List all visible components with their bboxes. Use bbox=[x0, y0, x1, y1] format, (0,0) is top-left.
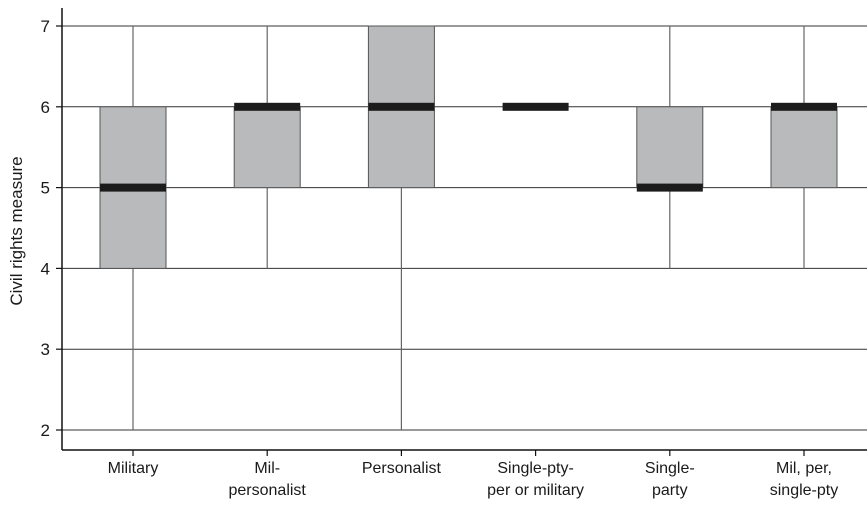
x-category-label: party bbox=[652, 482, 688, 499]
x-category-label: Mil- bbox=[254, 460, 280, 477]
y-tick-label: 5 bbox=[41, 179, 50, 198]
x-category-label: single-pty bbox=[770, 482, 838, 499]
y-tick-label: 4 bbox=[41, 259, 50, 278]
grid-lines bbox=[62, 25, 867, 431]
whiskers bbox=[132, 26, 805, 430]
median-bar bbox=[368, 102, 435, 111]
x-category-label: personalist bbox=[229, 482, 307, 499]
y-tick-labels: 2 3 4 5 6 7 bbox=[41, 17, 50, 440]
x-category-labels: Military Mil-personalist Personalist Single… bbox=[108, 460, 839, 499]
x-category-label: Single-pty- bbox=[497, 460, 573, 477]
y-tick-label: 3 bbox=[41, 340, 50, 359]
x-category-label: per or military bbox=[487, 482, 584, 499]
median-bar bbox=[771, 102, 837, 111]
x-category-label: Mil, per, bbox=[776, 460, 832, 477]
boxes bbox=[99, 25, 838, 269]
median-bar bbox=[100, 183, 166, 192]
median-bar bbox=[234, 102, 301, 111]
y-tick-label: 2 bbox=[41, 421, 50, 440]
y-tick-label: 6 bbox=[41, 98, 50, 117]
box-iqr bbox=[233, 106, 301, 189]
y-axis-title: Civil rights measure bbox=[7, 156, 26, 305]
axes bbox=[56, 8, 867, 456]
box-iqr bbox=[770, 106, 838, 189]
median-bar bbox=[502, 102, 569, 111]
box-iqr bbox=[636, 106, 704, 189]
median-bar bbox=[636, 183, 703, 192]
x-category-label: Military bbox=[108, 460, 159, 477]
median-bars bbox=[100, 102, 837, 192]
x-category-label: Single- bbox=[645, 460, 695, 477]
y-tick-label: 7 bbox=[41, 17, 50, 36]
x-category-label: Personalist bbox=[362, 460, 442, 477]
